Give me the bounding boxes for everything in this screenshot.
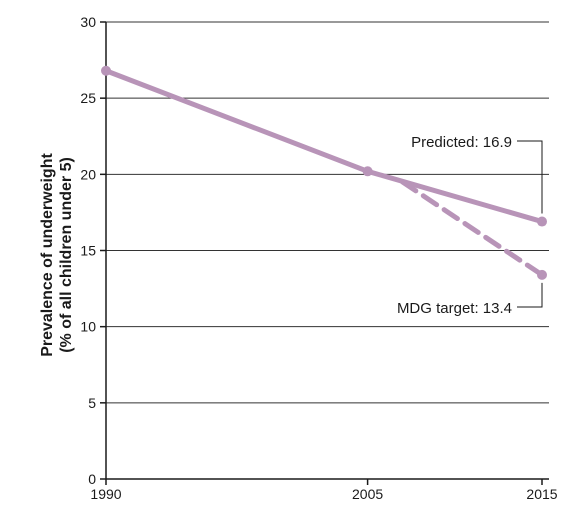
y-tick-label: 5 xyxy=(88,395,96,411)
y-axis-label-line-2: (% of all children under 5) xyxy=(58,157,75,353)
annotation-predicted-leader xyxy=(517,140,543,214)
annotation-predicted: Predicted: 16.9 xyxy=(411,134,512,151)
x-tick-label: 1990 xyxy=(90,486,121,502)
series-line-dashed xyxy=(399,179,545,278)
data-point xyxy=(537,269,547,280)
data-point xyxy=(537,216,547,227)
data-points xyxy=(101,65,547,280)
gridlines xyxy=(106,21,549,404)
x-tick-label: 2005 xyxy=(352,486,383,502)
series-lines xyxy=(103,68,545,278)
y-axis-label-line-1: Prevalence of underweight xyxy=(39,153,56,357)
x-ticks: 1990 2005 2015 xyxy=(90,479,558,502)
y-ticks: 0 5 10 15 20 25 30 xyxy=(80,14,106,487)
y-tick-label: 10 xyxy=(80,319,96,335)
data-point xyxy=(101,65,111,76)
y-tick-label: 30 xyxy=(80,14,96,30)
annotations: Predicted: 16.9 MDG target: 13.4 xyxy=(397,134,543,317)
y-tick-label: 20 xyxy=(80,166,96,182)
y-tick-label: 0 xyxy=(88,471,96,487)
annotation-mdg-target: MDG target: 13.4 xyxy=(397,300,512,317)
x-tick-label: 2015 xyxy=(526,486,557,502)
annotation-mdg-target-leader xyxy=(517,282,543,308)
y-tick-label: 25 xyxy=(80,90,96,106)
y-axis-label: Prevalence of underweight (% of all chil… xyxy=(39,153,75,357)
y-tick-label: 15 xyxy=(80,243,96,259)
data-point xyxy=(362,166,373,177)
